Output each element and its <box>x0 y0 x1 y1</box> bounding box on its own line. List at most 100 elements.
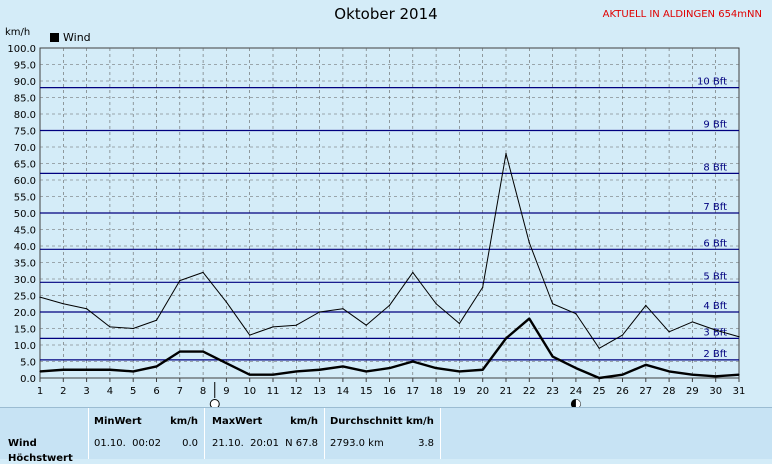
wind-point <box>249 374 251 376</box>
gust-point <box>295 324 297 326</box>
wind-point <box>505 337 507 339</box>
gust-point <box>202 271 204 273</box>
wind-point <box>295 370 297 372</box>
wind-point <box>691 374 694 376</box>
wind-point <box>621 374 624 376</box>
moon-markers <box>209 382 581 407</box>
series-lines <box>39 153 740 380</box>
x-tick-label: 25 <box>593 386 606 397</box>
x-tick-label: 21 <box>500 386 513 397</box>
gust-point <box>249 334 251 336</box>
x-tick-label: 26 <box>616 386 629 397</box>
x-tick-label: 10 <box>243 386 256 397</box>
stats-panel: Wind Höchstwert MinWert km/h 01.10. 00:0… <box>0 407 772 464</box>
gust-point <box>225 301 227 303</box>
wind-point <box>132 370 134 372</box>
wind-point <box>645 364 647 366</box>
beaufort-label: 10 Bft <box>697 77 727 88</box>
y-tick-label: 20.0 <box>14 308 36 319</box>
wind-point <box>365 370 367 372</box>
x-tick-label: 1 <box>37 386 43 397</box>
max-value: N 67.8 <box>285 438 318 449</box>
wind-point <box>319 369 321 371</box>
chart-title: Oktober 2014 <box>334 5 438 23</box>
wind-point <box>109 369 111 371</box>
min-header: MinWert <box>94 416 142 427</box>
new-moon-highlight <box>575 399 581 407</box>
y-tick-label: 55.0 <box>14 193 36 204</box>
y-axis-unit: km/h <box>5 27 31 38</box>
legend-swatch <box>50 33 59 42</box>
gust-point <box>319 311 321 313</box>
gust-point <box>388 304 391 306</box>
y-tick-label: 45.0 <box>14 226 36 237</box>
gust-point <box>179 280 181 282</box>
x-tick-label: 15 <box>360 386 373 397</box>
beaufort-label: 9 Bft <box>703 120 727 131</box>
gust-point <box>86 308 88 310</box>
y-tick-label: 50.0 <box>14 209 36 220</box>
x-tick-label: 8 <box>200 386 206 397</box>
y-tick-label: 60.0 <box>14 176 36 187</box>
wind-point <box>482 369 484 371</box>
gust-point <box>62 303 64 305</box>
beaufort-label: 2 Bft <box>703 349 727 360</box>
x-tick-label: 23 <box>546 386 559 397</box>
x-axis: 1 2 3 4 5 6 7 8 9 10 11 12 13 14 15 16 17 18 19 20 21 22 23 24 2… <box>37 378 745 397</box>
wind-point <box>155 365 158 368</box>
y-tick-label: 80.0 <box>14 110 36 121</box>
y-tick-label: 5.0 <box>20 358 36 369</box>
x-tick-label: 6 <box>153 386 159 397</box>
stats-min-cell: MinWert km/h 01.10. 00:02 0.0 <box>88 408 205 459</box>
x-tick-label: 12 <box>290 386 303 397</box>
x-tick-label: 13 <box>313 386 326 397</box>
gust-point <box>645 304 647 306</box>
beaufort-label: 8 Bft <box>703 162 727 173</box>
y-tick-label: 30.0 <box>14 275 36 286</box>
x-tick-label: 2 <box>60 386 66 397</box>
y-tick-label: 15.0 <box>14 325 36 336</box>
y-tick-label: 70.0 <box>14 143 36 154</box>
avg-value: 3.8 <box>418 438 434 449</box>
wind-point <box>435 367 437 369</box>
beaufort-label: 4 Bft <box>703 301 727 312</box>
y-tick-label: 65.0 <box>14 160 36 171</box>
legend: Wind <box>50 31 91 44</box>
gust-point <box>39 296 41 298</box>
y-tick-label: 40.0 <box>14 242 36 253</box>
y-tick-label: 85.0 <box>14 94 36 105</box>
wind-point <box>202 351 204 353</box>
wind-point <box>715 375 717 377</box>
x-tick-label: 9 <box>223 386 229 397</box>
stats-label-cell: Wind Höchstwert <box>0 408 89 464</box>
x-tick-label: 30 <box>709 386 722 397</box>
gust-point <box>435 303 437 305</box>
min-datetime: 01.10. 00:02 <box>94 438 161 449</box>
beaufort-lines: 2 Bft 3 Bft 4 Bft 5 Bft 6 Bft 7 Bft 8 Bft 9 Bft… <box>40 77 739 361</box>
y-tick-label: 35.0 <box>14 259 36 270</box>
beaufort-label: 7 Bft <box>703 202 727 213</box>
stats-avg-cell: Durchschnitt km/h 2793.0 km 3.8 <box>324 408 441 459</box>
gust-point <box>668 331 670 333</box>
x-tick-label: 4 <box>107 386 113 397</box>
gust-point <box>691 321 694 323</box>
gust-point <box>365 324 367 326</box>
beaufort-label: 6 Bft <box>703 238 727 249</box>
gust-point <box>505 153 507 155</box>
x-tick-label: 28 <box>663 386 676 397</box>
gust-point <box>715 329 717 331</box>
x-tick-label: 17 <box>406 386 419 397</box>
x-tick-label: 24 <box>570 386 583 397</box>
full-moon-icon <box>209 399 220 407</box>
gust-point <box>412 271 414 273</box>
x-tick-label: 18 <box>430 386 443 397</box>
wind-point <box>388 367 391 369</box>
wind-point <box>39 370 41 372</box>
gust-point <box>109 326 111 328</box>
wind-point <box>528 318 530 320</box>
stats-row-label: Wind <box>8 438 37 449</box>
y-tick-label: 10.0 <box>14 341 36 352</box>
min-value: 0.0 <box>182 438 198 449</box>
stats-max-cell: MaxWert km/h 21.10. 20:01 N 67.8 <box>204 408 325 459</box>
gust-point <box>132 327 134 330</box>
